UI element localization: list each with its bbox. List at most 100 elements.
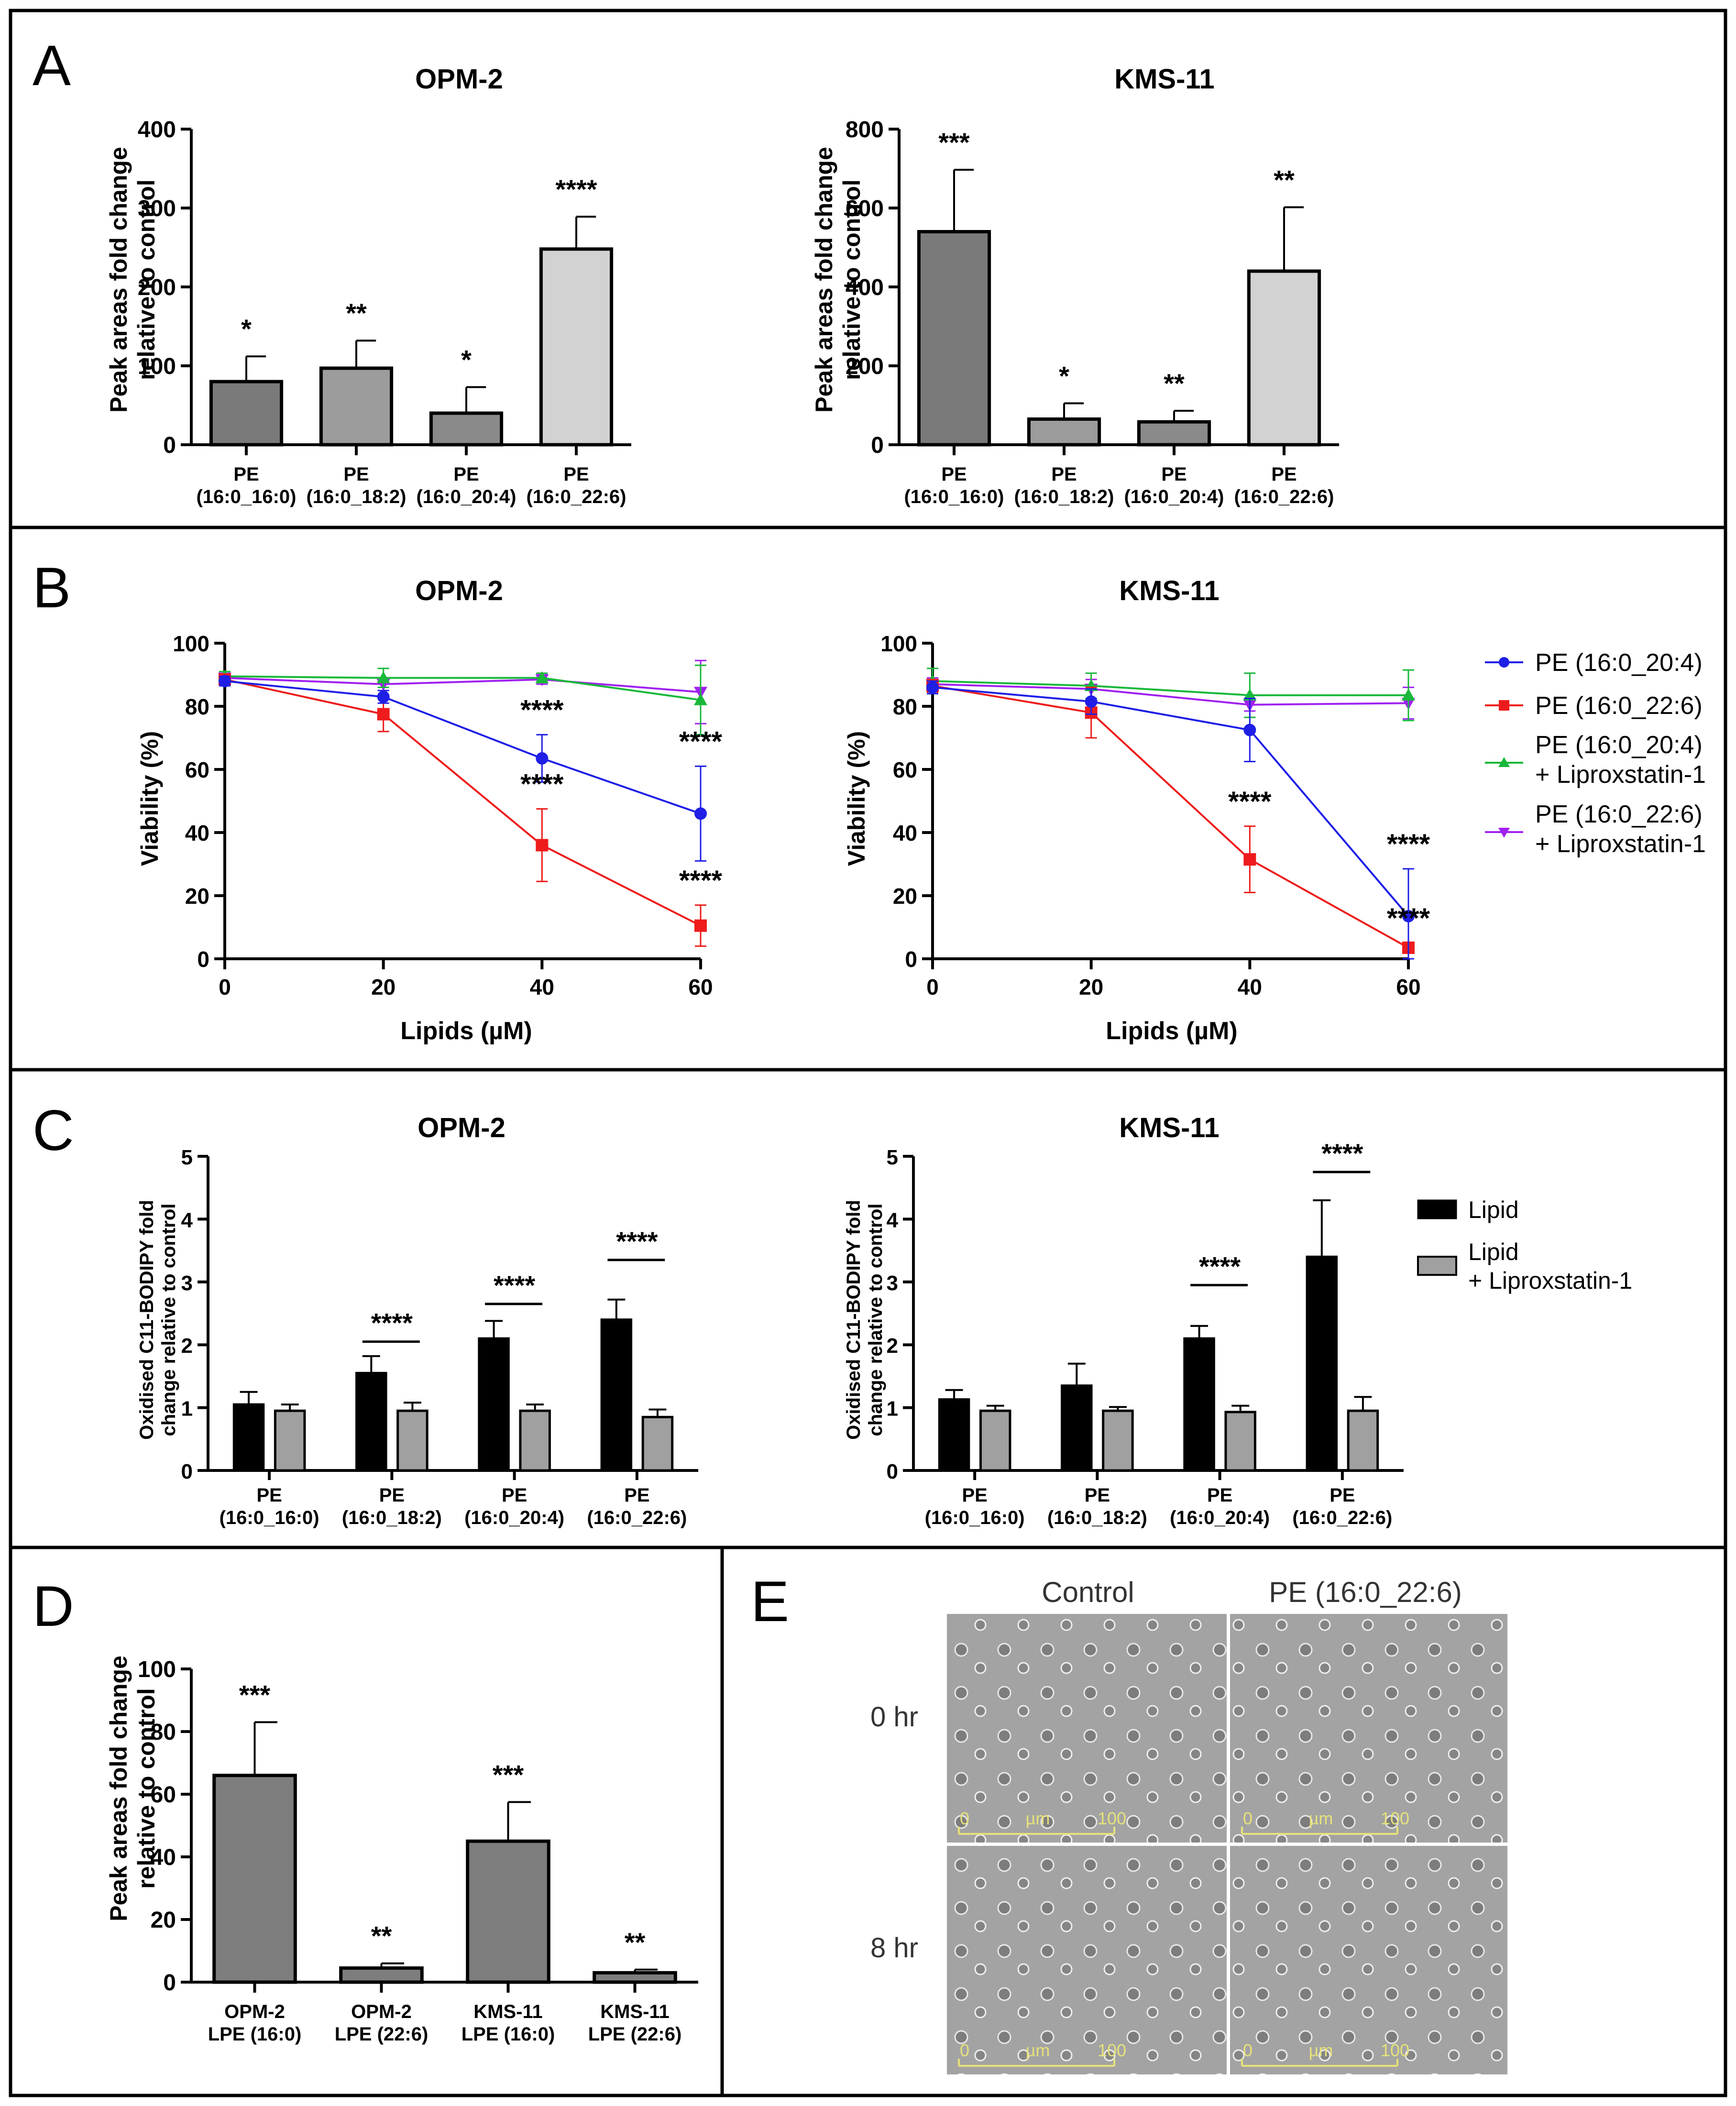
C2-y-tick-label: 5 bbox=[887, 1146, 898, 1169]
C2-bar bbox=[1347, 1409, 1379, 1472]
A2-significance: *** bbox=[938, 127, 970, 157]
A1-y-tick-label: 300 bbox=[138, 196, 176, 221]
A2-bar bbox=[917, 230, 991, 447]
B1-x-tick-label: 40 bbox=[530, 975, 554, 999]
C1-y-tick-label: 4 bbox=[181, 1208, 193, 1232]
A1-y-tick-label: 400 bbox=[138, 117, 176, 143]
D1-bar bbox=[339, 1966, 424, 1984]
B1-significance: **** bbox=[679, 726, 723, 757]
panel-e: Control PE (16:0_22:6) 0 hr 8 hr 0 µm 100 0… bbox=[870, 1576, 1507, 2074]
C1-bar bbox=[232, 1403, 265, 1472]
chart-c2-ylabel-1: Oxidised C11-BODIPY fold bbox=[843, 1200, 864, 1440]
panel-c: OPM-2 KMS-11 Oxidised C11-BODIPY fold ch… bbox=[136, 1112, 1632, 1528]
chart-b1-xlabel: Lipids (µM) bbox=[400, 1017, 532, 1045]
B2-x-tick-label: 0 bbox=[926, 975, 939, 999]
D1-x-tick-label: LPE (16:0) bbox=[461, 2024, 555, 2045]
D1-significance: ** bbox=[371, 1921, 392, 1951]
B2-y-tick-label: 100 bbox=[880, 631, 917, 656]
B2-y-tick-label: 40 bbox=[893, 821, 917, 845]
chart-b2-ylabel: Viability (%) bbox=[843, 731, 870, 866]
panel-a: OPM-2 KMS-11 Peak areas fold change rela… bbox=[105, 64, 1339, 507]
A1-x-tick-label: PE bbox=[343, 464, 369, 485]
B1-marker bbox=[377, 691, 390, 703]
micrograph-col-control: Control bbox=[1042, 1576, 1134, 1608]
chart-a2-ylabel-2: relative to control bbox=[838, 179, 865, 380]
B2-x-tick-label: 40 bbox=[1238, 975, 1262, 999]
A2-x-tick-label: PE bbox=[1271, 464, 1297, 485]
C2-x-tick-label: (16:0_22:6) bbox=[1292, 1507, 1392, 1528]
D1-y-tick-label: 20 bbox=[151, 1908, 176, 1933]
chart-c1-title: OPM-2 bbox=[418, 1112, 505, 1143]
legend-item-pe-22-6: PE (16:0_22:6) bbox=[1485, 692, 1703, 720]
C2-x-tick-label: PE bbox=[1329, 1485, 1355, 1506]
chart-b1: 0 20 40 60 80 100 0 20 40 60 **** **** **** **** bbox=[173, 631, 722, 999]
A2-x-tick-label: (16:0_16:0) bbox=[904, 486, 1004, 507]
A1-significance: * bbox=[241, 314, 252, 344]
B2-series-line bbox=[932, 685, 1409, 949]
legend-label: PE (16:0_22:6) bbox=[1535, 692, 1703, 720]
A1-bar bbox=[319, 366, 394, 447]
C2-x-tick-label: PE bbox=[1085, 1485, 1110, 1506]
B1-significance: **** bbox=[520, 769, 564, 800]
scale-bar-max: 100 bbox=[1381, 1809, 1409, 1828]
B2-significance: **** bbox=[1228, 786, 1272, 817]
chart-c1-ylabel-2: change relative to control bbox=[158, 1204, 179, 1437]
B1-y-tick-label: 60 bbox=[185, 757, 209, 782]
C1-y-tick-label: 3 bbox=[181, 1272, 193, 1295]
C1-significance: **** bbox=[494, 1270, 535, 1300]
C1-significance: **** bbox=[371, 1308, 413, 1338]
C1-bar bbox=[519, 1409, 551, 1472]
micrograph-row-0hr: 0 hr bbox=[870, 1701, 918, 1733]
B2-significance: **** bbox=[1387, 829, 1430, 860]
C2-bar bbox=[1061, 1384, 1093, 1472]
C2-y-tick-label: 1 bbox=[887, 1397, 898, 1421]
chart-a1: 0100200300400*PE(16:0_16:0)**PE(16:0_18:… bbox=[138, 117, 631, 507]
B1-y-tick-label: 20 bbox=[185, 884, 209, 909]
micrograph-grid: 0 µm 100 0 µm 100 0 µm 100 0 µm 100 bbox=[947, 1614, 1507, 2074]
A2-significance: ** bbox=[1164, 368, 1185, 398]
C1-y-tick-label: 0 bbox=[181, 1460, 193, 1483]
C2-y-tick-label: 3 bbox=[887, 1272, 898, 1295]
scale-bar-min: 0 bbox=[960, 2040, 969, 2060]
C1-x-tick-label: PE bbox=[502, 1485, 527, 1506]
D1-significance: *** bbox=[239, 1679, 271, 1710]
C1-x-tick-label: (16:0_20:4) bbox=[464, 1507, 564, 1528]
panel-label-b: B bbox=[33, 556, 71, 620]
scale-bar-min: 0 bbox=[1243, 1809, 1253, 1828]
B1-series-line bbox=[224, 678, 701, 927]
C2-y-tick-label: 0 bbox=[887, 1460, 898, 1483]
D1-y-tick-label: 100 bbox=[138, 1657, 176, 1682]
B1-marker bbox=[219, 675, 231, 688]
B2-series-line bbox=[932, 686, 1409, 917]
chart-d1-ylabel-2: relative to control bbox=[133, 1688, 160, 1889]
chart-a1-title: OPM-2 bbox=[415, 64, 503, 95]
B2-significance: **** bbox=[1387, 903, 1430, 934]
B2-series-line bbox=[932, 683, 1409, 706]
A2-x-tick-label: (16:0_18:2) bbox=[1014, 486, 1114, 507]
B2-y-tick-label: 20 bbox=[893, 884, 917, 909]
scale-bar-unit: µm bbox=[1026, 1809, 1050, 1828]
C2-x-tick-label: PE bbox=[1207, 1485, 1232, 1506]
B1-series-line bbox=[224, 675, 701, 701]
B1-marker bbox=[535, 671, 549, 683]
D1-y-tick-label: 0 bbox=[163, 1970, 176, 1996]
A2-y-tick-label: 0 bbox=[871, 433, 884, 458]
C2-y-tick-label: 2 bbox=[887, 1334, 898, 1358]
chart-b-legend: PE (16:0_20:4) PE (16:0_22:6) PE (16:0_2… bbox=[1485, 649, 1706, 858]
chart-b1-ylabel: Viability (%) bbox=[136, 731, 163, 866]
scale-bar-max: 100 bbox=[1098, 2040, 1126, 2060]
D1-y-tick-label: 60 bbox=[151, 1782, 176, 1808]
B2-x-tick-label: 60 bbox=[1396, 975, 1420, 999]
B1-y-tick-label: 40 bbox=[185, 821, 209, 845]
B1-x-tick-label: 0 bbox=[219, 975, 231, 999]
micrograph-control-0hr bbox=[947, 1614, 1227, 1843]
B2-marker bbox=[1402, 688, 1415, 701]
scale-bar-max: 100 bbox=[1098, 1809, 1126, 1828]
C1-significance: **** bbox=[616, 1226, 658, 1256]
A1-x-tick-label: (16:0_16:0) bbox=[196, 486, 296, 507]
A1-x-tick-label: PE bbox=[233, 464, 259, 485]
chart-a1-ylabel-2: relative to control bbox=[133, 179, 160, 380]
legend-label: PE (16:0_22:6) bbox=[1535, 801, 1703, 828]
B1-marker bbox=[536, 839, 549, 852]
